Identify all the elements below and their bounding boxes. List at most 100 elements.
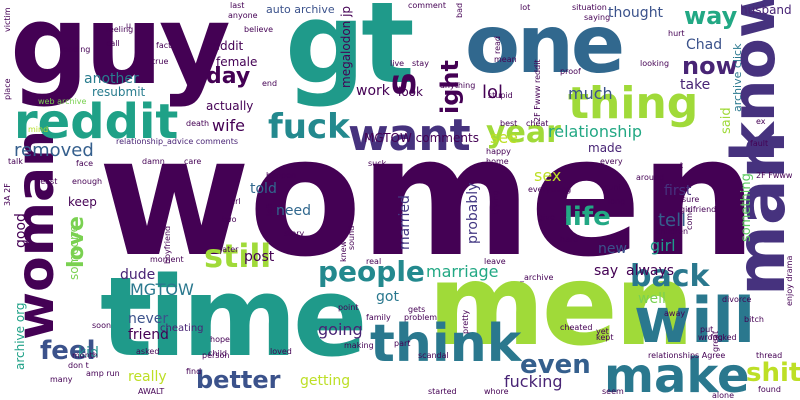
cloud-word: pretty — [461, 309, 470, 334]
cloud-word: fact — [156, 41, 172, 50]
cloud-word: lol — [482, 82, 504, 103]
cloud-word: cunt — [604, 183, 622, 192]
cloud-word: need — [276, 203, 311, 219]
cloud-word: much — [568, 84, 613, 103]
cloud-word: wife — [212, 116, 246, 135]
cloud-word: married — [397, 195, 413, 250]
cloud-word: url — [230, 197, 241, 206]
cloud-word: going — [318, 320, 363, 339]
cloud-word: making — [344, 341, 374, 350]
cloud-word: stay — [412, 59, 429, 68]
cloud-word: told — [250, 181, 277, 197]
cloud-word: hard — [560, 235, 579, 244]
cloud-word: come — [685, 207, 694, 230]
cloud-word: made — [588, 141, 623, 155]
cloud-word: u — [126, 21, 132, 30]
cloud-word: Chad — [686, 37, 723, 53]
cloud-word: child — [208, 349, 227, 358]
cloud-word: enough — [72, 177, 103, 186]
cloud-word: whore — [484, 387, 509, 396]
cloud-word: believe — [244, 25, 274, 34]
cloud-word: happen — [266, 171, 297, 180]
cloud-word: feeling — [106, 25, 134, 34]
cloud-word: never — [128, 311, 169, 327]
cloud-word: dude — [120, 267, 156, 283]
cloud-word: moment — [150, 255, 184, 264]
cloud-word: better — [196, 366, 281, 394]
cloud-word: around — [636, 173, 665, 182]
cloud-word: trying — [491, 190, 500, 214]
cloud-word: victim — [3, 7, 12, 32]
cloud-word: good — [13, 213, 29, 248]
cloud-word: MGTOW comments — [364, 131, 479, 145]
cloud-word: fucking — [504, 372, 563, 391]
cloud-word: something — [739, 173, 754, 242]
cloud-word: end — [262, 79, 278, 88]
cloud-word: time — [100, 253, 368, 381]
cloud-word: guy — [10, 0, 231, 109]
cloud-word: real — [366, 257, 382, 266]
cloud-word: still — [204, 237, 272, 275]
cloud-word: gt — [285, 0, 415, 109]
cloud-word: reading — [60, 45, 91, 54]
cloud-word: 2F Fwww reddit — [533, 59, 542, 122]
cloud-word: scandal — [418, 351, 449, 360]
cloud-word: look — [398, 85, 423, 99]
cloud-word: part — [394, 339, 411, 348]
cloud-word: friend — [128, 327, 169, 343]
cloud-word: actually — [206, 99, 254, 113]
cloud-word: point — [338, 303, 359, 312]
cloud-word: amp run — [86, 369, 120, 378]
cloud-word: girl — [650, 236, 676, 255]
cloud-word: happy — [486, 147, 511, 156]
cloud-word: asked — [136, 347, 160, 356]
cloud-word: cheated — [560, 323, 593, 332]
cloud-word: knew — [339, 240, 348, 262]
cloud-word: getting — [300, 373, 351, 389]
cloud-word: two — [222, 215, 237, 224]
cloud-word: seem — [602, 387, 624, 396]
cloud-word: anything — [440, 81, 476, 90]
cloud-word: divorce — [722, 295, 752, 304]
cloud-word: bad — [455, 2, 464, 18]
cloud-word: looking — [640, 59, 670, 68]
cloud-word: really — [128, 369, 167, 385]
cloud-word: _archive — [520, 273, 554, 282]
cloud-word: will — [634, 284, 756, 357]
cloud-word: first — [664, 183, 692, 199]
cloud-word: think — [370, 314, 522, 374]
cloud-word: soon — [92, 321, 112, 330]
cloud-word: auto archive — [266, 3, 335, 16]
cloud-word: away — [664, 309, 686, 318]
cloud-word: comment — [408, 1, 447, 10]
cloud-word: thing — [568, 78, 699, 129]
cloud-word: even — [520, 350, 591, 380]
cloud-word: someone — [67, 225, 81, 280]
cloud-word: every — [600, 157, 623, 166]
cloud-word: want — [348, 110, 471, 161]
cloud-word: yet — [596, 327, 609, 336]
cloud-word: make — [604, 348, 750, 400]
cloud-word: MGTOW — [130, 280, 194, 299]
cloud-word: relationship — [548, 122, 643, 141]
cloud-word: relationships Agree — [648, 351, 726, 360]
cloud-word: later — [220, 245, 239, 254]
cloud-word: new — [598, 241, 627, 257]
cloud-word: ceddit — [206, 39, 244, 53]
cloud-word: keep — [68, 195, 97, 209]
cloud-word: sex — [534, 166, 562, 185]
cloud-word: left — [265, 203, 274, 216]
cloud-word: least — [38, 177, 58, 186]
cloud-word: story — [284, 229, 305, 238]
cloud-word: best — [500, 119, 518, 128]
cloud-word: fucked — [710, 333, 737, 342]
cloud-word: place — [3, 78, 12, 100]
cloud-word: leave — [484, 257, 506, 266]
cloud-word: AWALT — [138, 387, 165, 396]
cloud-word: day — [206, 64, 251, 89]
cloud-word: loved — [270, 347, 292, 356]
cloud-word: life — [564, 202, 611, 232]
cloud-word: see — [490, 128, 519, 147]
cloud-word: problem — [404, 313, 438, 322]
